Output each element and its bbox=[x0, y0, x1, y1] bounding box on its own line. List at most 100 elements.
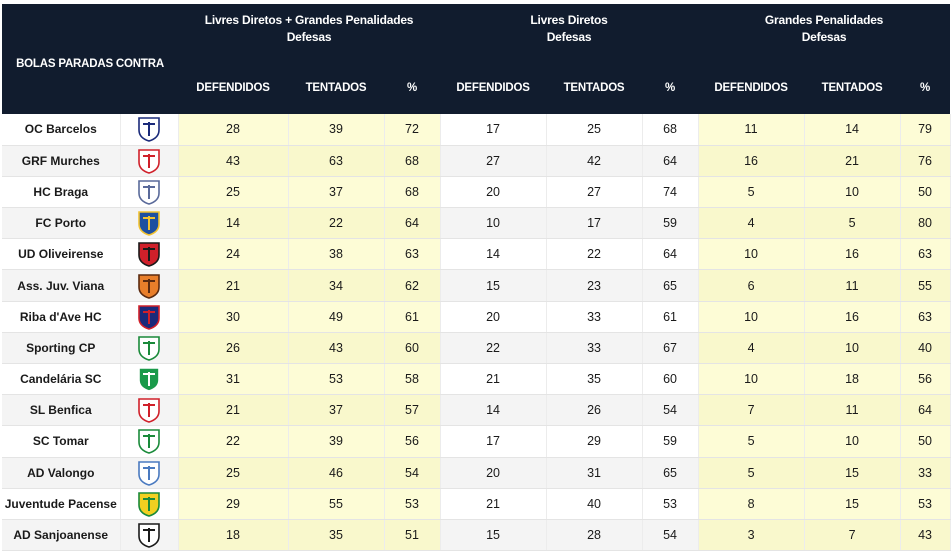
t-pct-cell: 62 bbox=[384, 269, 441, 302]
ld-pct-cell: 64 bbox=[642, 145, 699, 177]
ud-oliveirense-crest bbox=[138, 242, 160, 268]
table-row: AD Valongo 25 46 54 20 31 65 5 15 33 bbox=[2, 457, 951, 489]
gp-tentados-cell: 14 bbox=[804, 114, 901, 146]
sl-benfica-crest bbox=[138, 398, 160, 424]
team-name: HC Braga bbox=[2, 176, 121, 209]
gp-defendidos-cell: 4 bbox=[698, 332, 805, 365]
team-name: AD Valongo bbox=[2, 457, 121, 489]
gp-pct-cell: 56 bbox=[900, 363, 951, 396]
ld-pct-cell: 59 bbox=[642, 425, 699, 458]
ld-defendidos-cell: 17 bbox=[440, 425, 547, 458]
ld-pct-cell: 68 bbox=[642, 114, 699, 146]
group-header-line1: Grandes Penalidades bbox=[764, 13, 884, 27]
t-tentados-cell: 46 bbox=[288, 457, 385, 489]
gp-tentados-cell: 7 bbox=[804, 519, 901, 552]
ld-defendidos-cell: 20 bbox=[440, 301, 547, 333]
gp-pct-cell: 79 bbox=[900, 114, 951, 146]
gp-defendidos-cell: 10 bbox=[698, 301, 805, 333]
col-header-pct: % bbox=[642, 68, 699, 114]
team-crest-cell bbox=[120, 269, 179, 302]
t-pct-cell: 57 bbox=[384, 394, 441, 427]
table-row: GRF Murches 43 63 68 27 42 64 16 21 76 bbox=[2, 145, 951, 177]
gp-tentados-cell: 10 bbox=[804, 425, 901, 458]
ld-tentados-cell: 29 bbox=[546, 425, 643, 458]
col-header-pct: % bbox=[384, 68, 441, 114]
team-name: SC Tomar bbox=[2, 425, 121, 458]
ld-pct-cell: 59 bbox=[642, 207, 699, 240]
t-defendidos-cell: 22 bbox=[178, 425, 289, 458]
gp-defendidos-cell: 8 bbox=[698, 488, 805, 520]
t-tentados-cell: 38 bbox=[288, 238, 385, 271]
team-name: Ass. Juv. Viana bbox=[2, 269, 121, 302]
team-crest-cell bbox=[120, 207, 179, 240]
team-name: AD Sanjoanense bbox=[2, 519, 121, 552]
group-header-line2: Defesas bbox=[801, 30, 847, 44]
gp-pct-cell: 76 bbox=[900, 145, 951, 177]
team-crest-cell bbox=[120, 238, 179, 271]
ld-tentados-cell: 42 bbox=[546, 145, 643, 177]
table-row: HC Braga 25 37 68 20 27 74 5 10 50 bbox=[2, 176, 951, 209]
t-pct-cell: 54 bbox=[384, 457, 441, 489]
gp-defendidos-cell: 11 bbox=[698, 114, 805, 146]
ld-defendidos-cell: 27 bbox=[440, 145, 547, 177]
t-tentados-cell: 39 bbox=[288, 114, 385, 146]
gp-defendidos-cell: 5 bbox=[698, 457, 805, 489]
gp-pct-cell: 33 bbox=[900, 457, 951, 489]
team-name: Riba d'Ave HC bbox=[2, 301, 121, 333]
team-name: FC Porto bbox=[2, 207, 121, 240]
t-defendidos-cell: 25 bbox=[178, 457, 289, 489]
team-name: SL Benfica bbox=[2, 394, 121, 427]
t-defendidos-cell: 26 bbox=[178, 332, 289, 365]
oc-barcelos-crest bbox=[138, 117, 160, 143]
gp-tentados-cell: 16 bbox=[804, 238, 901, 271]
ld-tentados-cell: 22 bbox=[546, 238, 643, 271]
team-crest-cell bbox=[120, 145, 179, 177]
table-row: Riba d'Ave HC 30 49 61 20 33 61 10 16 63 bbox=[2, 301, 951, 333]
ld-pct-cell: 54 bbox=[642, 519, 699, 552]
t-defendidos-cell: 43 bbox=[178, 145, 289, 177]
gp-tentados-cell: 16 bbox=[804, 301, 901, 333]
fc-porto-crest bbox=[138, 211, 160, 236]
table-row: Candelária SC 31 53 58 21 35 60 10 18 56 bbox=[2, 363, 951, 396]
gp-pct-cell: 50 bbox=[900, 176, 951, 209]
ld-tentados-cell: 27 bbox=[546, 176, 643, 209]
ld-tentados-cell: 33 bbox=[546, 332, 643, 365]
ad-valongo-crest bbox=[138, 460, 160, 486]
team-name: UD Oliveirense bbox=[2, 238, 121, 271]
col-header-defendidos: DEFENDIDOS bbox=[698, 68, 805, 114]
gp-tentados-cell: 11 bbox=[804, 269, 901, 302]
team-crest-cell bbox=[120, 332, 179, 365]
team-crest-cell bbox=[120, 425, 179, 458]
col-header-defendidos: DEFENDIDOS bbox=[440, 68, 547, 114]
t-pct-cell: 68 bbox=[384, 145, 441, 177]
t-pct-cell: 51 bbox=[384, 519, 441, 552]
ld-tentados-cell: 25 bbox=[546, 114, 643, 146]
gp-pct-cell: 55 bbox=[900, 269, 951, 302]
gp-tentados-cell: 15 bbox=[804, 488, 901, 520]
gp-defendidos-cell: 16 bbox=[698, 145, 805, 177]
t-defendidos-cell: 29 bbox=[178, 488, 289, 520]
gp-pct-cell: 50 bbox=[900, 425, 951, 458]
gp-pct-cell: 64 bbox=[900, 394, 951, 427]
t-tentados-cell: 37 bbox=[288, 394, 385, 427]
group-header-line2: Defesas bbox=[546, 30, 592, 44]
ld-pct-cell: 60 bbox=[642, 363, 699, 396]
t-pct-cell: 53 bbox=[384, 488, 441, 520]
t-pct-cell: 63 bbox=[384, 238, 441, 271]
t-tentados-cell: 49 bbox=[288, 301, 385, 333]
team-name: OC Barcelos bbox=[2, 114, 121, 146]
gp-tentados-cell: 11 bbox=[804, 394, 901, 427]
ld-pct-cell: 67 bbox=[642, 332, 699, 365]
group-header-livres: Livres Diretos Defesas bbox=[440, 4, 699, 68]
ld-tentados-cell: 31 bbox=[546, 457, 643, 489]
ld-defendidos-cell: 15 bbox=[440, 269, 547, 302]
gp-defendidos-cell: 5 bbox=[698, 425, 805, 458]
candelaria-sc-crest bbox=[138, 367, 160, 392]
gp-pct-cell: 53 bbox=[900, 488, 951, 520]
t-tentados-cell: 55 bbox=[288, 488, 385, 520]
t-defendidos-cell: 18 bbox=[178, 519, 289, 552]
t-defendidos-cell: 28 bbox=[178, 114, 289, 146]
team-crest-cell bbox=[120, 176, 179, 209]
t-defendidos-cell: 24 bbox=[178, 238, 289, 271]
group-header-total: Livres Diretos + Grandes Penalidades Def… bbox=[178, 4, 441, 68]
